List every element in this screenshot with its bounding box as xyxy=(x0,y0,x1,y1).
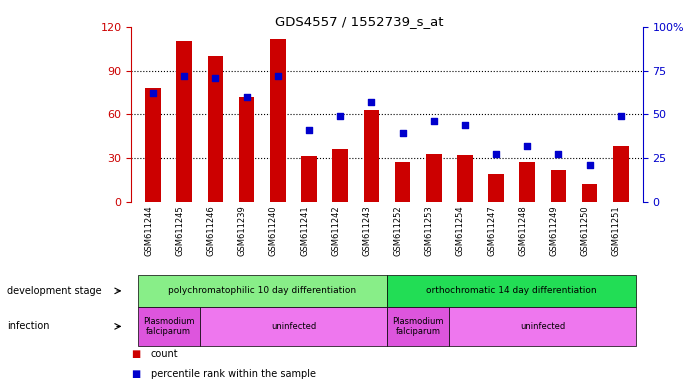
Point xyxy=(366,99,377,105)
Text: GSM611246: GSM611246 xyxy=(207,205,216,256)
Text: GDS4557 / 1552739_s_at: GDS4557 / 1552739_s_at xyxy=(275,15,444,28)
Point xyxy=(334,113,346,119)
Point xyxy=(584,162,595,168)
Point xyxy=(241,94,252,100)
Text: ■: ■ xyxy=(131,349,140,359)
Bar xyxy=(426,154,442,202)
Bar xyxy=(387,307,449,346)
Bar xyxy=(582,184,598,202)
Text: GSM611249: GSM611249 xyxy=(549,205,558,256)
Point xyxy=(615,113,626,119)
Point xyxy=(272,73,283,79)
Bar xyxy=(145,88,161,202)
Bar xyxy=(551,170,566,202)
Text: GSM611241: GSM611241 xyxy=(300,205,309,256)
Bar xyxy=(489,174,504,202)
Text: polychromatophilic 10 day differentiation: polychromatophilic 10 day differentiatio… xyxy=(168,286,357,295)
Point xyxy=(460,122,471,128)
Bar xyxy=(239,97,254,202)
Text: GSM611254: GSM611254 xyxy=(456,205,465,256)
Text: GSM611247: GSM611247 xyxy=(487,205,496,256)
Text: development stage: development stage xyxy=(7,286,102,296)
Text: orthochromatic 14 day differentiation: orthochromatic 14 day differentiation xyxy=(426,286,597,295)
Text: GSM611250: GSM611250 xyxy=(580,205,589,256)
Text: uninfected: uninfected xyxy=(271,322,316,331)
Point xyxy=(428,118,439,124)
Text: GSM611239: GSM611239 xyxy=(238,205,247,256)
Point xyxy=(491,151,502,157)
Bar xyxy=(176,41,192,202)
Text: count: count xyxy=(151,349,178,359)
Bar xyxy=(449,307,636,346)
Bar xyxy=(520,162,535,202)
Point xyxy=(303,127,314,133)
Point xyxy=(522,142,533,149)
Text: Plasmodium
falciparum: Plasmodium falciparum xyxy=(392,317,444,336)
Bar xyxy=(270,38,285,202)
Point xyxy=(148,90,159,96)
Bar xyxy=(613,146,629,202)
Bar xyxy=(395,162,410,202)
Bar xyxy=(363,110,379,202)
Bar xyxy=(200,307,387,346)
Text: GSM611242: GSM611242 xyxy=(331,205,340,256)
Text: GSM611245: GSM611245 xyxy=(176,205,184,256)
Text: infection: infection xyxy=(7,321,50,331)
Text: ■: ■ xyxy=(131,369,140,379)
Bar xyxy=(138,307,200,346)
Bar xyxy=(208,56,223,202)
Bar xyxy=(332,149,348,202)
Text: percentile rank within the sample: percentile rank within the sample xyxy=(151,369,316,379)
Text: uninfected: uninfected xyxy=(520,322,565,331)
Bar xyxy=(457,155,473,202)
Text: GSM611248: GSM611248 xyxy=(518,205,527,256)
Bar xyxy=(387,275,636,307)
Text: GSM611252: GSM611252 xyxy=(394,205,403,256)
Bar xyxy=(301,156,316,202)
Bar xyxy=(138,275,387,307)
Point xyxy=(179,73,190,79)
Point xyxy=(553,151,564,157)
Text: GSM611244: GSM611244 xyxy=(144,205,153,256)
Text: Plasmodium
falciparum: Plasmodium falciparum xyxy=(143,317,194,336)
Text: GSM611240: GSM611240 xyxy=(269,205,278,256)
Text: GSM611253: GSM611253 xyxy=(425,205,434,256)
Point xyxy=(397,131,408,137)
Text: GSM611251: GSM611251 xyxy=(612,205,621,256)
Point xyxy=(210,74,221,81)
Text: GSM611243: GSM611243 xyxy=(362,205,371,256)
